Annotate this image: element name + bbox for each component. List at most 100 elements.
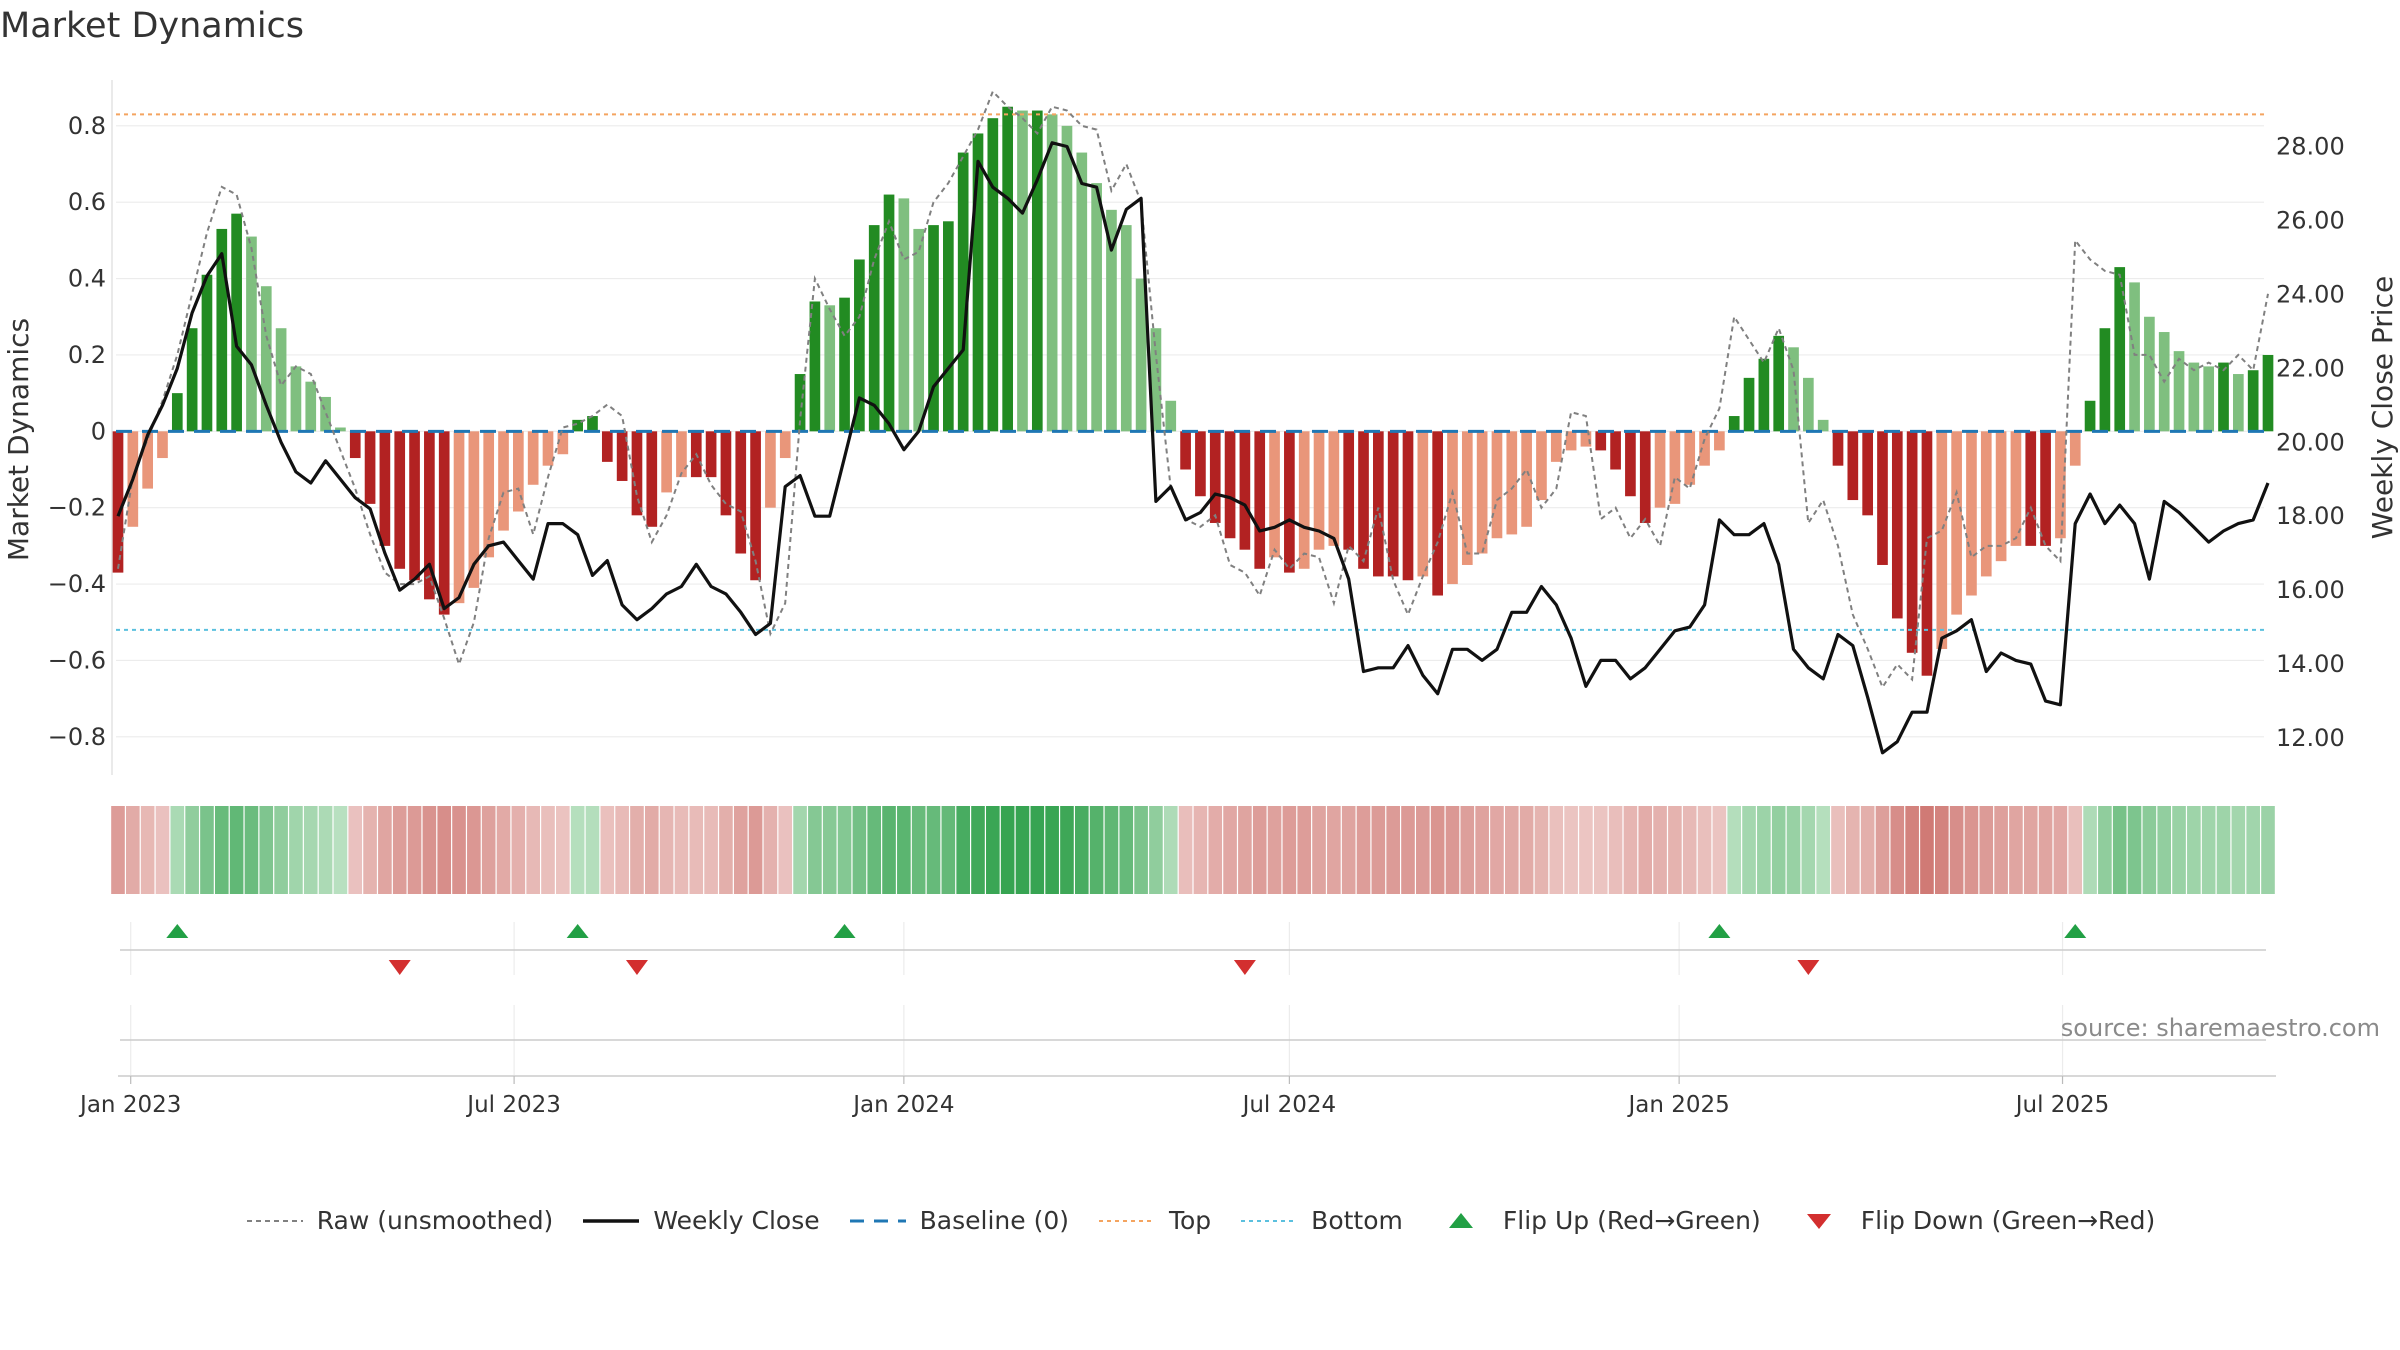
market-dynamics-bar — [1373, 431, 1384, 577]
regime-strip-cell — [2053, 806, 2068, 894]
market-dynamics-bar — [1209, 431, 1221, 523]
regime-strip-cell — [644, 806, 659, 894]
regime-strip-cell — [1519, 806, 1534, 894]
regime-strip-cell — [2038, 806, 2053, 894]
regime-strip-cell — [1668, 806, 1682, 894]
market-dynamics-bar — [2025, 431, 2037, 546]
y-tick-label: −0.2 — [48, 494, 106, 522]
market-dynamics-bar — [779, 431, 791, 459]
regime-strip-cell — [986, 806, 1000, 894]
regime-strip-cell — [1742, 806, 1756, 894]
flip-up-marker — [566, 924, 589, 938]
regime-strip-cell — [200, 806, 214, 894]
market-dynamics-bar — [2069, 431, 2081, 466]
regime-strip-cell — [1549, 806, 1564, 894]
market-dynamics-bar — [171, 393, 183, 432]
market-dynamics-bar — [335, 427, 346, 432]
y-tick-label: −0.4 — [48, 570, 106, 598]
flip-up-marker — [166, 924, 189, 938]
regime-strip-cell — [1074, 806, 1089, 894]
market-dynamics-bar — [1684, 431, 1696, 485]
market-dynamics-bar — [1017, 110, 1028, 432]
y2-tick-label: 24.00 — [2276, 280, 2345, 308]
market-dynamics-bar — [1654, 431, 1666, 508]
market-dynamics-bar — [424, 431, 435, 600]
market-dynamics-bar — [157, 431, 168, 459]
market-dynamics-bar — [1150, 328, 1162, 432]
raw-line — [117, 89, 2269, 690]
market-dynamics-bar — [513, 431, 524, 512]
regime-strip-cell — [392, 806, 407, 894]
regime-strip-cell — [452, 806, 466, 894]
market-dynamics-bar — [1936, 431, 1948, 649]
legend-label: Weekly Close — [653, 1206, 820, 1235]
market-dynamics-bar — [868, 225, 880, 432]
dashed-blue-line-icon — [849, 1219, 906, 1222]
market-dynamics-bar — [1550, 431, 1562, 462]
regime-strip-cell — [1341, 806, 1356, 894]
regime-strip-cell — [1504, 806, 1519, 894]
y-tick-label: −0.6 — [48, 646, 106, 674]
y2-tick-label: 22.00 — [2276, 354, 2345, 382]
regime-strip-cell — [229, 806, 244, 894]
regime-strip-cell — [1801, 806, 1816, 894]
market-dynamics-bar — [854, 259, 865, 432]
market-dynamics-bar — [913, 228, 925, 432]
regime-strip-cell — [1860, 806, 1875, 894]
market-dynamics-bar — [1521, 431, 1532, 527]
regime-strip-cell — [170, 806, 185, 894]
legend-label: Flip Down (Green→Red) — [1860, 1206, 2156, 1235]
regime-strip-cell — [1430, 806, 1445, 894]
regime-strip-cell — [1149, 806, 1163, 894]
y2-tick-label: 18.00 — [2276, 502, 2345, 530]
market-dynamics-bar — [1714, 431, 1725, 451]
market-dynamics-bar — [527, 431, 539, 485]
y-tick-label: 0.6 — [68, 188, 106, 216]
market-dynamics-bar — [1625, 431, 1636, 497]
legend-item-close: Weekly Close — [581, 1206, 820, 1235]
market-dynamics-bar — [943, 221, 954, 432]
market-dynamics-bar — [1565, 431, 1577, 451]
y2-tick-label: 26.00 — [2276, 206, 2345, 234]
market-dynamics-bar — [1076, 152, 1088, 432]
regime-strip-cell — [1727, 806, 1742, 894]
legend-label: Raw (unsmoothed) — [316, 1206, 554, 1235]
regime-strip-cell — [259, 806, 274, 894]
market-dynamics-bar — [646, 431, 658, 527]
regime-strip-cell — [1297, 806, 1312, 894]
regime-strip-cell — [526, 806, 540, 894]
source-credit: source: sharemaestro.com — [2060, 1014, 2380, 1042]
regime-strip-cell — [422, 806, 437, 894]
regime-strip-cell — [1564, 806, 1578, 894]
market-dynamics-bar — [2114, 267, 2126, 432]
regime-strip-cell — [763, 806, 778, 894]
regime-strip-cell — [1964, 806, 1979, 894]
market-dynamics-bar — [839, 297, 850, 432]
market-dynamics-bar — [1328, 431, 1340, 546]
market-dynamics-bar — [601, 431, 613, 462]
regime-strip-cell — [1045, 806, 1059, 894]
regime-strip-cell — [1697, 806, 1712, 894]
solid-black-line-icon — [583, 1218, 640, 1223]
market-dynamics-bar — [1358, 431, 1369, 569]
y2-tick-label: 12.00 — [2276, 724, 2345, 752]
market-dynamics-bar — [928, 225, 939, 432]
regime-strip-cell — [333, 806, 348, 894]
regime-strip-cell — [244, 806, 259, 894]
regime-strip-cell — [363, 806, 377, 894]
regime-strip-cell — [570, 806, 585, 894]
regime-strip-cell — [1030, 806, 1045, 894]
legend-item-top: Top — [1097, 1206, 1211, 1235]
market-dynamics-bar — [1120, 225, 1132, 432]
x-tick-label: Jul 2024 — [1241, 1092, 1337, 1118]
regime-strip-cell — [185, 806, 199, 894]
market-dynamics-bar — [631, 431, 643, 516]
regime-strip-cell — [852, 806, 867, 894]
market-dynamics-bar — [1491, 431, 1503, 539]
regime-strip-cell — [1401, 806, 1415, 894]
regime-strip-cell — [2142, 806, 2157, 894]
market-dynamics-bar — [231, 213, 242, 432]
market-dynamics-bar — [2084, 400, 2096, 432]
x-tick-label: Jul 2025 — [2014, 1092, 2110, 1118]
regime-strip-cell — [1416, 806, 1430, 894]
